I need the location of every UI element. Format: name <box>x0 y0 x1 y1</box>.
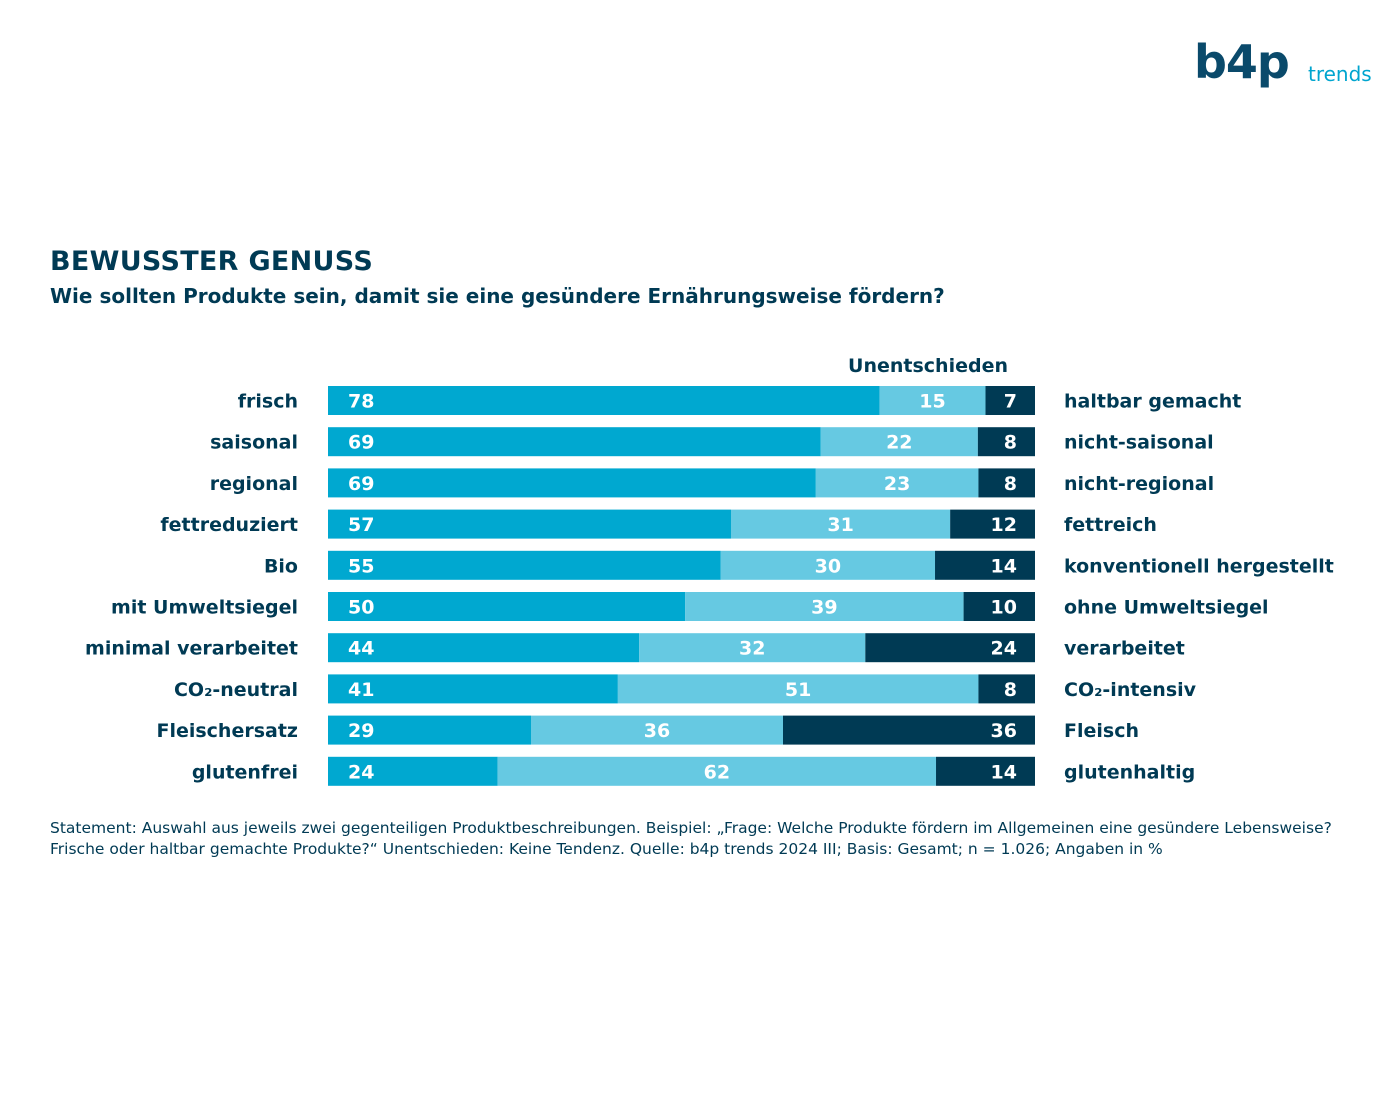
bar-segment <box>328 756 498 786</box>
bar-segment <box>978 468 1035 498</box>
data-label: 32 <box>739 638 765 660</box>
data-label: 36 <box>644 720 670 742</box>
bar-segment <box>328 427 821 457</box>
data-label: 55 <box>348 555 374 577</box>
bar-segment <box>328 633 640 663</box>
data-label: 69 <box>348 432 374 454</box>
data-label: 36 <box>991 720 1017 742</box>
category-label-right: Fleisch <box>1064 720 1139 742</box>
data-label: 29 <box>348 720 374 742</box>
data-label: 8 <box>1004 432 1017 454</box>
category-label-right: ohne Umweltsiegel <box>1064 597 1269 619</box>
category-label-left: minimal verarbeitet <box>85 638 298 660</box>
bar-segment <box>950 509 1035 539</box>
category-label-left: regional <box>210 473 298 495</box>
bar-segment <box>685 592 964 621</box>
data-label: 15 <box>919 391 945 413</box>
logo-brand: b4p <box>1194 35 1290 89</box>
bar-segment <box>935 550 1035 580</box>
bar-segment <box>328 386 880 415</box>
category-label-left: glutenfrei <box>192 761 298 783</box>
category-label-left: saisonal <box>210 432 298 454</box>
data-label: 7 <box>1004 391 1017 413</box>
bar-segment <box>531 715 783 745</box>
bar-segment <box>730 509 951 539</box>
bar-segment <box>978 674 1035 704</box>
bar-segment <box>783 715 1035 745</box>
data-label: 50 <box>348 597 374 619</box>
chart-subtitle: Wie sollten Produkte sein, damit sie ein… <box>50 284 945 308</box>
category-label-right: glutenhaltig <box>1064 761 1195 783</box>
bar-segment <box>985 386 1035 415</box>
data-label: 57 <box>348 514 374 536</box>
category-label-right: nicht-saisonal <box>1064 432 1214 454</box>
bar-segment <box>879 386 986 415</box>
data-label: 30 <box>815 555 841 577</box>
data-label: 24 <box>991 638 1017 660</box>
bar-segment <box>328 674 618 704</box>
bar-segment <box>328 550 721 580</box>
data-label: 44 <box>348 638 374 660</box>
footnote: Statement: Auswahl aus jeweils zwei gege… <box>50 819 1332 858</box>
data-label: 51 <box>785 679 811 701</box>
category-label-right: haltbar gemacht <box>1064 391 1241 413</box>
bar-segment <box>977 427 1035 457</box>
category-label-right: nicht-regional <box>1064 473 1214 495</box>
bar-segment <box>963 592 1035 621</box>
category-label-left: frisch <box>238 391 298 413</box>
category-label-left: Bio <box>264 555 298 577</box>
data-label: 10 <box>991 597 1017 619</box>
data-label: 14 <box>991 761 1017 783</box>
category-label-right: CO₂-intensiv <box>1064 679 1197 701</box>
middle-header-label: Unentschieden <box>848 355 1008 377</box>
category-label-left: mit Umweltsiegel <box>111 597 298 619</box>
bar-segment <box>328 468 816 498</box>
bar-segment <box>639 633 866 663</box>
chart-title: BEWUSSTER GENUSS <box>50 246 374 277</box>
data-label: 23 <box>884 473 910 495</box>
data-label: 31 <box>827 514 853 536</box>
bar-segment <box>720 550 936 580</box>
b4p-trends-logo: b4p trends <box>1194 38 1374 98</box>
data-label: 14 <box>991 555 1017 577</box>
data-label: 62 <box>704 761 730 783</box>
data-label: 8 <box>1004 473 1017 495</box>
bar-segment <box>497 756 937 786</box>
data-label: 12 <box>991 514 1017 536</box>
bar-segment <box>865 633 1035 663</box>
category-label-right: fettreich <box>1064 514 1157 536</box>
data-label: 69 <box>348 473 374 495</box>
logo-sub: trends <box>1308 62 1372 86</box>
data-label: 39 <box>811 597 837 619</box>
category-label-left: fettreduziert <box>160 514 298 536</box>
data-label: 41 <box>348 679 374 701</box>
category-label-right: verarbeitet <box>1064 638 1185 660</box>
bar-segment <box>328 509 731 539</box>
category-label-left: CO₂-neutral <box>174 679 298 701</box>
data-label: 78 <box>348 391 374 413</box>
data-label: 24 <box>348 761 374 783</box>
bar-segment <box>617 674 979 704</box>
stacked-bar-chart: Unentschieden 78 15 7 frisch haltbar gemacht 6… <box>85 355 1334 786</box>
bar-segment <box>328 715 531 745</box>
bar-segment <box>820 427 978 457</box>
category-label-left: Fleischersatz <box>156 720 298 742</box>
data-label: 8 <box>1004 679 1017 701</box>
bar-segment <box>328 592 686 621</box>
category-label-right: konventionell hergestellt <box>1064 555 1334 577</box>
bar-segment <box>815 468 979 498</box>
data-label: 22 <box>886 432 912 454</box>
bar-segment <box>936 756 1035 786</box>
